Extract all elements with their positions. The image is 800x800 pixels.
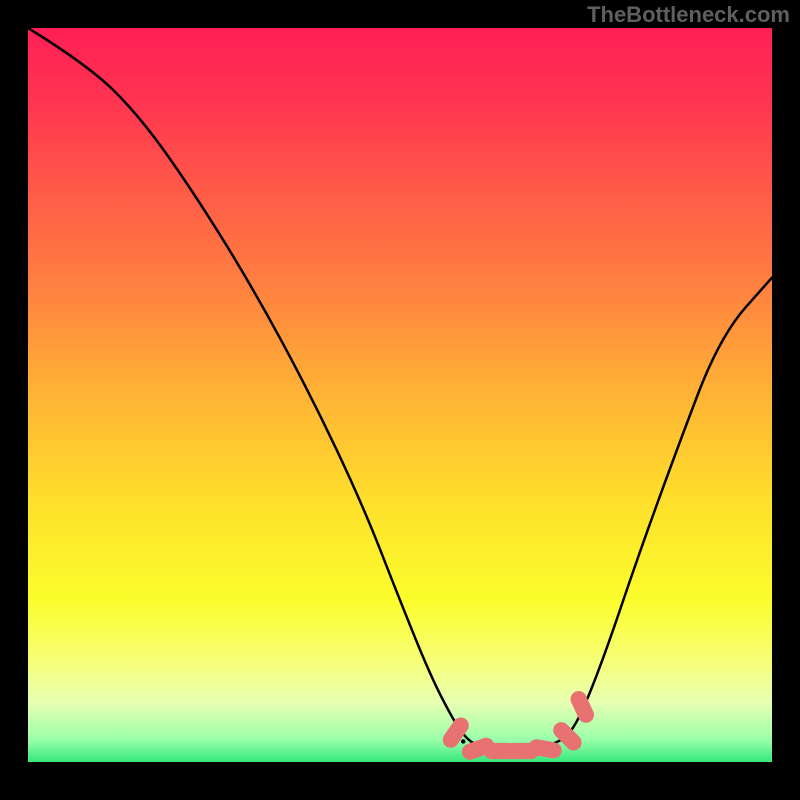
chart-container: TheBottleneck.com xyxy=(0,0,800,800)
watermark-text: TheBottleneck.com xyxy=(587,2,790,28)
chart-svg xyxy=(0,0,800,800)
valley-dot xyxy=(461,739,465,743)
